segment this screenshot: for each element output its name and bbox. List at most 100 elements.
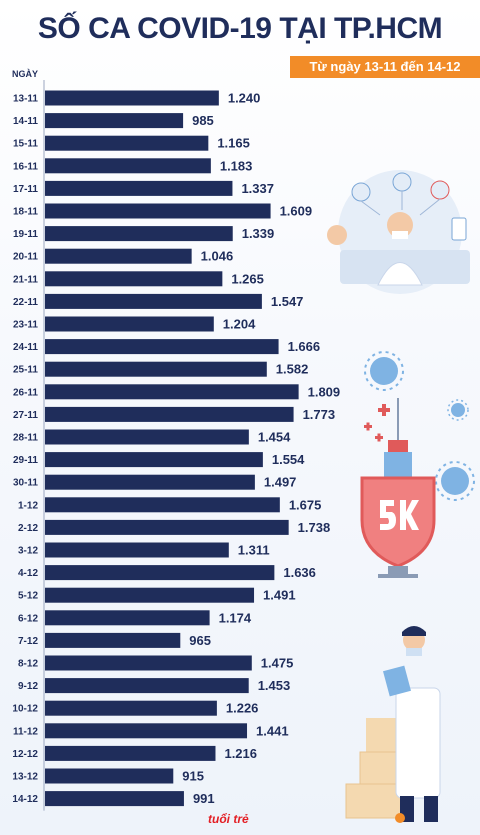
bar (45, 791, 184, 807)
bar (45, 406, 294, 422)
chart-title: SỐ CA COVID-19 TẠI TP.HCM (37, 12, 443, 45)
category-label: 15-11 (13, 139, 38, 150)
bar (45, 361, 267, 377)
value-label: 965 (189, 633, 211, 648)
value-label: 985 (192, 113, 214, 128)
category-label: 13-12 (12, 772, 38, 783)
bar (45, 135, 209, 151)
value-label: 1.046 (201, 249, 234, 264)
bar (45, 565, 275, 581)
bar (45, 203, 271, 219)
value-label: 1.337 (241, 181, 274, 196)
bar (45, 339, 279, 355)
value-label: 1.183 (220, 158, 253, 173)
category-label: 25-11 (13, 365, 38, 376)
category-label: 22-11 (13, 297, 38, 308)
category-label: 19-11 (13, 229, 38, 240)
bar (45, 452, 263, 468)
category-label: 6-12 (18, 613, 38, 624)
category-label: 30-11 (13, 478, 38, 489)
value-label: 1.666 (288, 339, 321, 354)
category-label: 17-11 (13, 184, 38, 195)
bar (45, 158, 211, 174)
value-label: 1.226 (226, 701, 259, 716)
category-label: 3-12 (18, 546, 38, 557)
category-label: 8-12 (18, 659, 38, 670)
value-label: 1.165 (217, 136, 250, 151)
bar (45, 271, 223, 287)
bar (45, 474, 255, 490)
bar (45, 180, 233, 196)
value-label: 1.636 (283, 565, 316, 580)
bar (45, 655, 252, 671)
bar (45, 384, 299, 400)
bar (45, 745, 216, 761)
bar (45, 429, 249, 445)
category-label: 18-11 (13, 207, 38, 218)
bar (45, 519, 289, 535)
bar (45, 768, 174, 784)
value-label: 1.441 (256, 723, 289, 738)
category-label: 9-12 (18, 681, 38, 692)
value-label: 1.497 (264, 475, 297, 490)
category-label: 14-12 (12, 794, 38, 805)
value-label: 1.609 (280, 204, 313, 219)
category-label: 4-12 (18, 568, 38, 579)
category-label: 11-12 (13, 726, 38, 737)
bar (45, 723, 248, 739)
bar (45, 316, 214, 332)
value-label: 1.265 (231, 271, 264, 286)
value-label: 1.204 (223, 317, 256, 332)
bar (45, 678, 249, 694)
value-label: 1.738 (298, 520, 331, 535)
category-label: 12-12 (12, 749, 38, 760)
bar (45, 587, 255, 603)
bar (45, 497, 280, 513)
value-label: 1.216 (224, 746, 257, 761)
value-label: 1.809 (308, 384, 341, 399)
value-label: 915 (182, 769, 204, 784)
logo: tuổi trẻ (208, 812, 249, 826)
value-label: 1.475 (261, 656, 294, 671)
bar (45, 113, 184, 129)
category-label: 27-11 (13, 410, 38, 421)
value-label: 1.554 (272, 452, 305, 467)
category-label: 26-11 (13, 387, 38, 398)
value-label: 1.174 (219, 610, 252, 625)
bar (45, 610, 210, 626)
category-label: 24-11 (13, 342, 38, 353)
value-label: 1.547 (271, 294, 304, 309)
value-label: 1.453 (258, 678, 291, 693)
category-label: 29-11 (13, 455, 38, 466)
category-label: 7-12 (18, 636, 38, 647)
value-label: 1.773 (303, 407, 336, 422)
category-label: 23-11 (13, 320, 38, 331)
value-label: 1.339 (242, 226, 275, 241)
bar (45, 293, 262, 309)
category-label: 21-11 (13, 274, 38, 285)
value-label: 1.311 (238, 543, 270, 558)
value-label: 1.454 (258, 430, 291, 445)
category-label: 16-11 (13, 161, 38, 172)
bar (45, 248, 192, 264)
value-label: 991 (193, 791, 215, 806)
category-label: 28-11 (13, 433, 38, 444)
bar (45, 226, 233, 242)
chart-subtitle: Từ ngày 13-11 đến 14-12 (290, 56, 480, 78)
category-label: 1-12 (18, 500, 38, 511)
category-label: 20-11 (13, 252, 38, 263)
category-label: 14-11 (13, 116, 38, 127)
value-label: 1.582 (276, 362, 309, 377)
y-axis-label: NGÀY (12, 69, 39, 79)
value-label: 1.491 (263, 588, 296, 603)
category-label: 13-11 (13, 94, 38, 105)
value-label: 1.675 (289, 497, 322, 512)
category-label: 10-12 (12, 704, 38, 715)
value-label: 1.240 (228, 91, 261, 106)
bar (45, 700, 217, 716)
bar (45, 632, 181, 648)
bar (45, 542, 229, 558)
category-label: 5-12 (18, 591, 38, 602)
bar (45, 90, 219, 106)
